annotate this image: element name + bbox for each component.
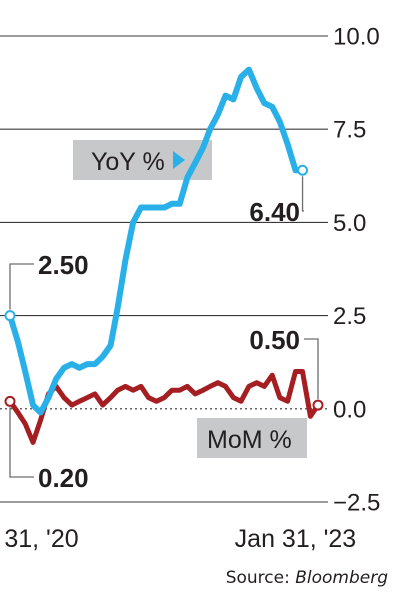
annotation-value: 0.20 xyxy=(38,463,89,493)
legend-label-yoy: YoY % xyxy=(73,140,212,180)
legend-mom-text: MoM % xyxy=(207,426,292,454)
y-axis-ticks: 10.0 7.5 5.0 2.5 0.0 −2.5 xyxy=(333,24,380,517)
annotation-value: 0.50 xyxy=(249,325,300,355)
y-tick-label: 10.0 xyxy=(333,24,380,51)
annotation-mom-start: 0.20 xyxy=(4,395,89,493)
x-axis-ticks: Jan 31, '20 Jan 31, '23 xyxy=(0,525,356,553)
annotation-marker xyxy=(297,164,309,176)
value-annotations: 2.50 0.20 6.40 0.50 xyxy=(4,164,324,493)
x-tick-label: Jan 31, '23 xyxy=(235,525,357,553)
annotation-yoy-end: 6.40 xyxy=(249,164,309,227)
annotation-value: 6.40 xyxy=(249,197,300,227)
annotation-leader xyxy=(301,176,304,212)
y-tick-label: 5.0 xyxy=(333,210,366,237)
y-tick-label: 7.5 xyxy=(333,117,366,144)
y-tick-label: −2.5 xyxy=(333,490,380,517)
annotation-marker xyxy=(312,399,324,411)
x-tick-label: Jan 31, '20 xyxy=(0,525,79,553)
source-note: Source: Bloomberg xyxy=(226,568,389,588)
svg-text:Source: Bloomberg: Source: Bloomberg xyxy=(226,568,389,588)
source-name: Bloomberg xyxy=(295,568,388,588)
series-line-mom xyxy=(7,369,321,445)
series-lines xyxy=(7,66,321,445)
y-tick-label: 0.0 xyxy=(333,396,366,423)
legend-yoy-arrow xyxy=(173,151,185,169)
legend-label-mom: MoM % xyxy=(197,418,307,458)
legend-mom-box xyxy=(197,418,307,458)
source-prefix: Source: xyxy=(226,568,296,588)
y-tick-label: 2.5 xyxy=(333,303,366,330)
series-line-yoy xyxy=(7,66,306,416)
annotation-leader xyxy=(9,263,34,310)
legend-labels: YoY % MoM % xyxy=(73,140,307,458)
annotation-yoy-start: 2.50 xyxy=(4,250,89,322)
legend-yoy-text: YoY % xyxy=(91,148,165,176)
annotation-marker xyxy=(4,310,16,322)
annotation-leader xyxy=(9,407,34,478)
annotation-mom-end: 0.50 xyxy=(249,325,324,411)
grid-lines xyxy=(0,35,328,503)
annotation-leader xyxy=(304,338,319,400)
annotation-marker xyxy=(4,395,16,407)
annotation-value: 2.50 xyxy=(38,250,89,280)
